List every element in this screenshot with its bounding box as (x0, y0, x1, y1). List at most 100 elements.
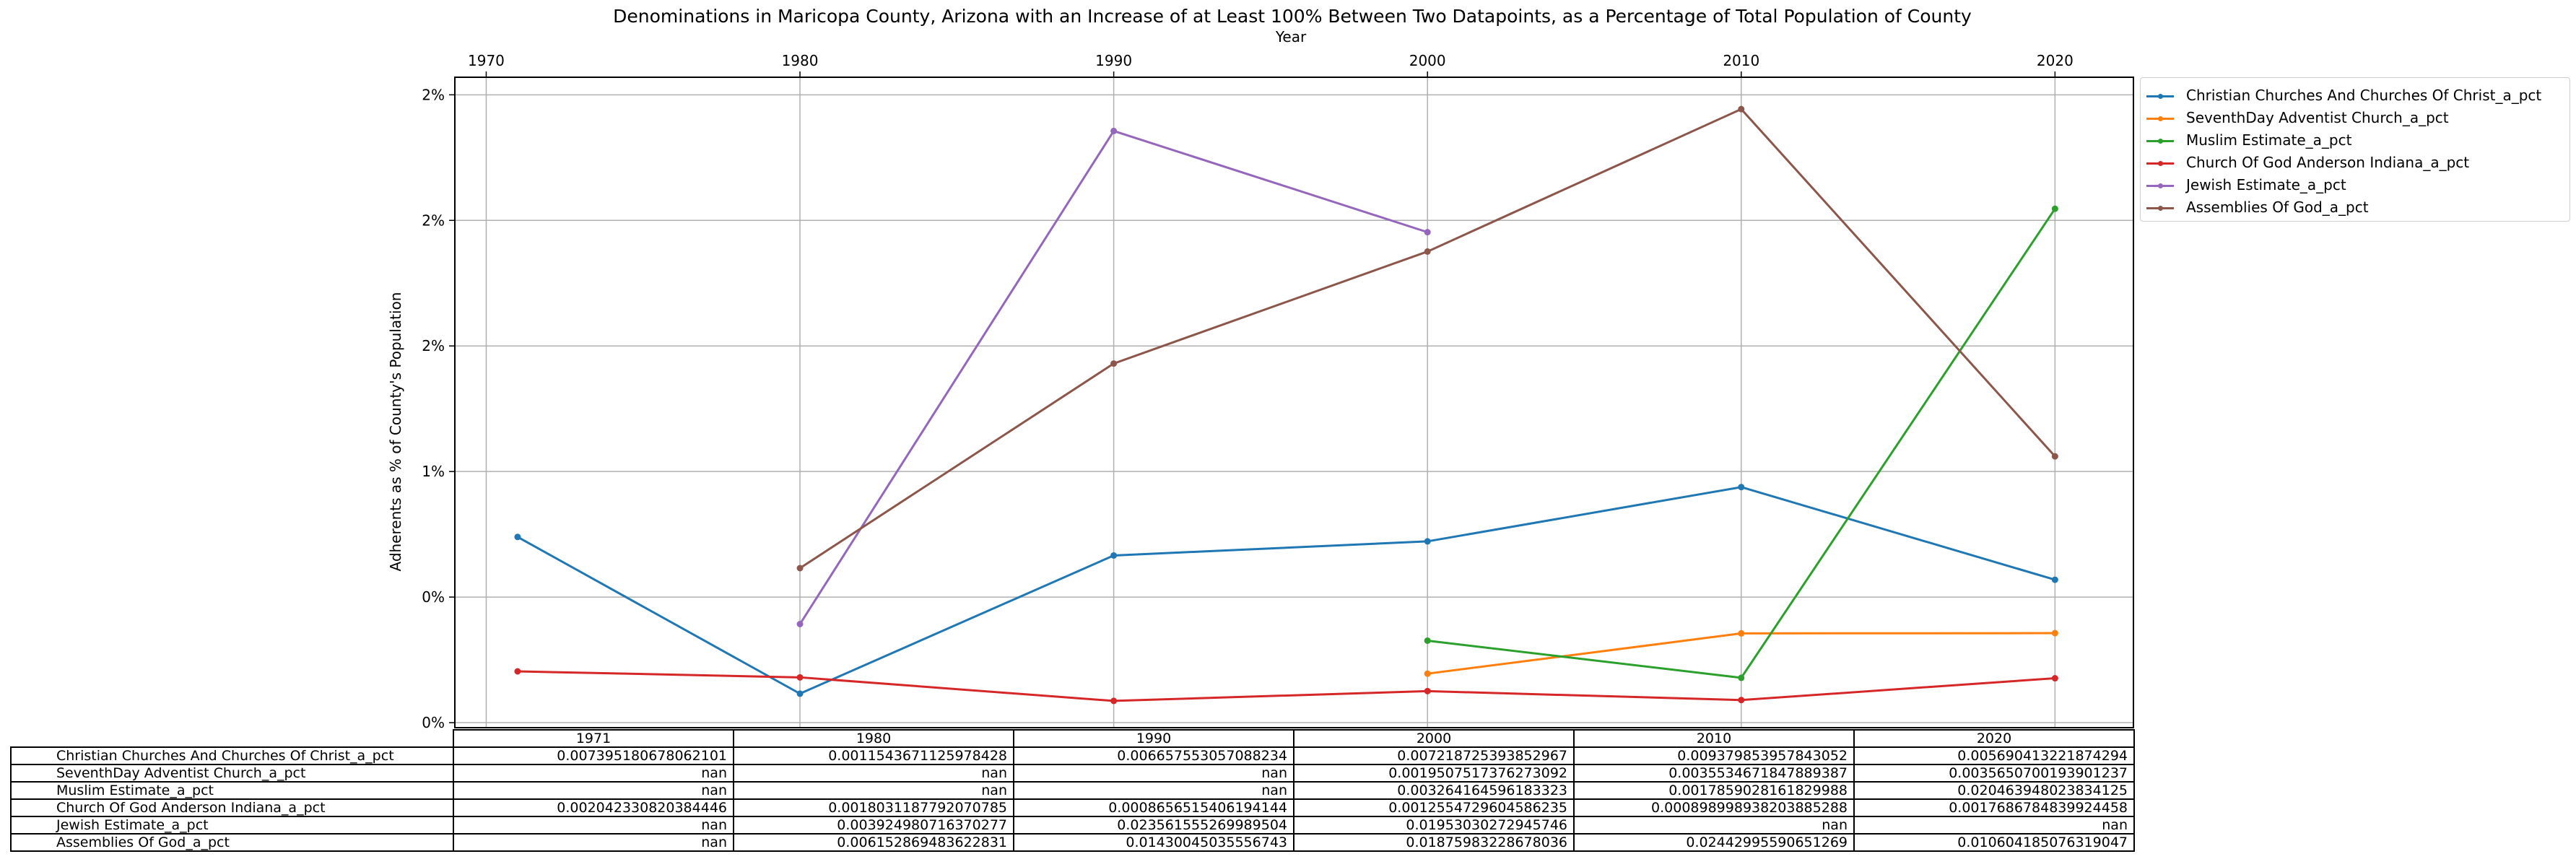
table-cell: 0.002042330820384446 (453, 798, 734, 817)
table-cell: 0.01430045035556743 (1013, 833, 1294, 852)
legend-item: Assemblies Of God_a_pct (2146, 197, 2570, 219)
table-row-label: Assemblies Of God_a_pct (10, 833, 454, 852)
legend-marker-swatch (2158, 94, 2163, 99)
legend-label: Christian Churches And Churches Of Chris… (2186, 87, 2542, 104)
table-header-row: 1971 1980 1990 2000 2010 2020 (11, 729, 2135, 748)
data-point-3 (514, 668, 521, 675)
table-cell: nan (1013, 781, 1294, 800)
data-series (514, 105, 2058, 705)
table-cell: nan (453, 764, 734, 783)
table-cell: 0.0017859028161829988 (1573, 781, 1855, 800)
table-cell: 0.009379853957843052 (1573, 746, 1855, 765)
data-point-0 (2051, 576, 2058, 583)
x-tick-label: 2020 (2037, 52, 2074, 69)
table-cell: 0.0035534671847889387 (1573, 764, 1855, 783)
y-tick-label: 1% (422, 463, 445, 480)
legend-item: Church Of God Anderson Indiana_a_pct (2146, 152, 2570, 174)
legend-marker-swatch (2158, 206, 2163, 211)
data-point-5 (796, 565, 804, 572)
table-cell: 0.01953030272945746 (1293, 816, 1575, 835)
data-point-5 (2051, 453, 2058, 460)
table-cell: 0.0035650700193901237 (1853, 764, 2135, 783)
legend-label: Jewish Estimate_a_pct (2186, 176, 2346, 193)
plot-area-frame (454, 77, 2134, 728)
table-row: Christian Churches And Churches Of Chris… (10, 746, 2135, 765)
data-point-3 (1110, 697, 1118, 705)
table-cell: 0.0018031187792070785 (733, 798, 1014, 817)
data-point-3 (1424, 687, 1431, 694)
table-cell: nan (1853, 816, 2135, 835)
table-cell: 0.023561555269989504 (1013, 816, 1294, 835)
data-point-3 (796, 674, 804, 681)
data-point-5 (1424, 248, 1431, 255)
data-point-4 (1424, 229, 1431, 236)
table-cell: 0.007218725393852967 (1293, 746, 1575, 765)
table-cell: 0.005690413221874294 (1853, 746, 2135, 765)
table-cell: nan (453, 833, 734, 852)
data-point-0 (1738, 484, 1745, 491)
table-column-header: 1990 (1013, 729, 1294, 748)
y-tick-label: 2% (422, 337, 445, 354)
table-cell: nan (733, 764, 1014, 783)
data-point-1 (2051, 629, 2058, 637)
table-cell: 0.000898998938203885288 (1573, 798, 1855, 817)
data-table: 1971 1980 1990 2000 2010 2020 Christian Churc… (10, 729, 2135, 852)
table-cell: 0.003924980716370277 (733, 816, 1014, 835)
legend-marker-swatch (2158, 139, 2163, 144)
legend-label: SeventhDay Adventist Church_a_pct (2186, 109, 2449, 126)
legend-marker-swatch (2158, 161, 2163, 166)
data-point-3 (2051, 675, 2058, 682)
series-line-0 (517, 486, 2055, 695)
legend-label: Muslim Estimate_a_pct (2186, 131, 2352, 149)
data-point-1 (1738, 629, 1745, 637)
x-axis-label: Year (1275, 28, 1307, 45)
data-point-1 (1424, 670, 1431, 677)
legend-label: Church Of God Anderson Indiana_a_pct (2186, 154, 2470, 171)
table-column-header: 2000 (1293, 729, 1575, 748)
legend-marker-swatch (2158, 116, 2163, 121)
x-tick-label: 2000 (1409, 52, 1446, 69)
table-cell: nan (733, 781, 1014, 800)
table-cell: nan (1013, 764, 1294, 783)
table-cell: 0.007395180678062101 (453, 746, 734, 765)
data-point-0 (796, 690, 804, 697)
legend-item: Muslim Estimate_a_pct (2146, 130, 2570, 152)
table-cell: 0.003264164596183323 (1293, 781, 1575, 800)
table-cell: 0.006657553057088234 (1013, 746, 1294, 765)
table-cell: 0.020463948023834125 (1853, 781, 2135, 800)
table-cell: 0.006152869483622831 (733, 833, 1014, 852)
chart-title: Denominations in Maricopa County, Arizon… (613, 6, 1972, 27)
x-tick-label: 1990 (1095, 52, 1132, 69)
data-point-2 (1738, 674, 1745, 681)
grid-lines (455, 77, 2133, 728)
table-row-label: Jewish Estimate_a_pct (10, 816, 454, 835)
series-line-3 (517, 670, 2055, 702)
data-point-4 (796, 621, 804, 628)
table-cell: nan (453, 816, 734, 835)
data-point-5 (1110, 360, 1118, 367)
table-cell: 0.0019507517376273092 (1293, 764, 1575, 783)
table-row-label: Muslim Estimate_a_pct (10, 781, 454, 800)
table-row-label: Christian Churches And Churches Of Chris… (10, 746, 454, 765)
table-cell: nan (1573, 816, 1855, 835)
data-point-2 (1424, 637, 1431, 644)
table-cell: 0.02442995590651269 (1573, 833, 1855, 852)
data-point-3 (1738, 697, 1745, 704)
y-tick-label: 0% (422, 588, 445, 606)
table-column-header: 2020 (1853, 729, 2135, 748)
table-cell: 0.0012554729604586235 (1293, 798, 1575, 817)
data-point-0 (1110, 552, 1118, 559)
legend-item: SeventhDay Adventist Church_a_pct (2146, 108, 2570, 129)
table-cell: nan (453, 781, 734, 800)
y-tick-label: 2% (422, 86, 445, 103)
y-tick-label: 2% (422, 212, 445, 229)
legend-marker-swatch (2158, 183, 2163, 188)
y-tick-label: 0% (422, 714, 445, 731)
data-point-0 (1424, 538, 1431, 545)
table-cell: 0.010604185076319047 (1853, 833, 2135, 852)
table-column-header: 1980 (733, 729, 1014, 748)
table-column-header: 1971 (453, 729, 734, 748)
table-row: Muslim Estimate_a_pct nan nan nan 0.00326416… (10, 781, 2135, 800)
data-point-2 (2051, 205, 2058, 212)
